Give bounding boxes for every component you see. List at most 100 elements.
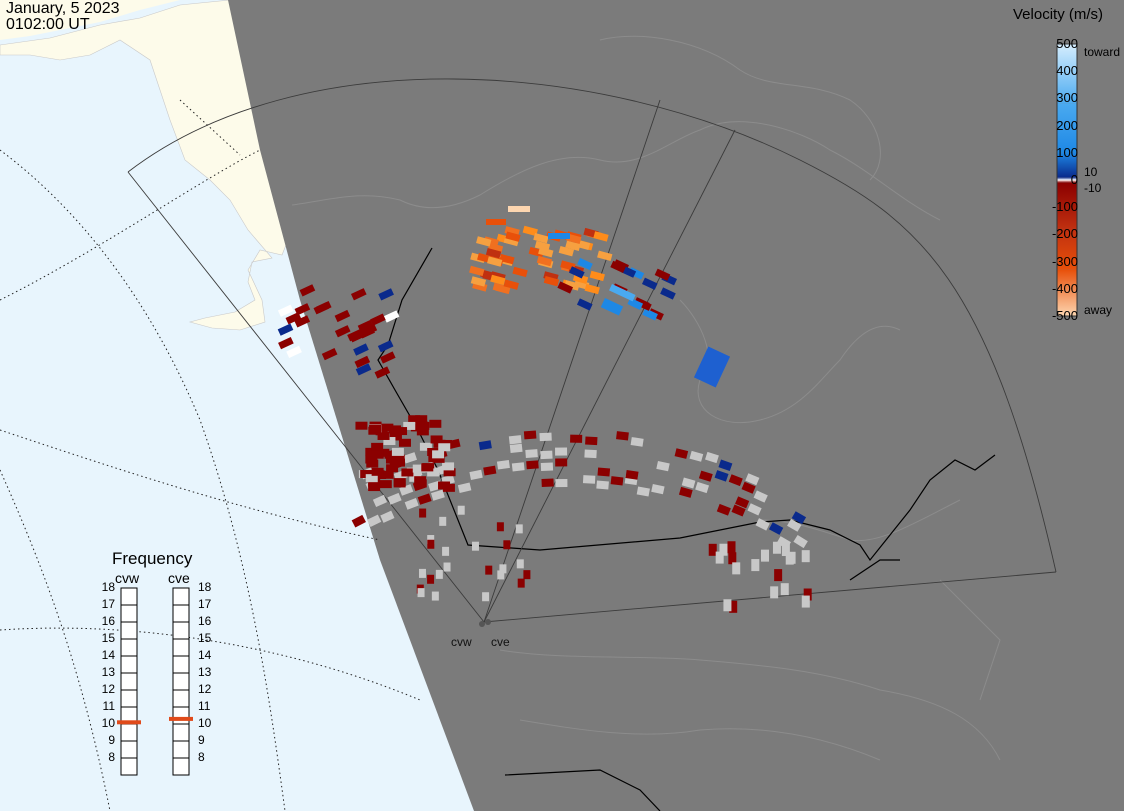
scatter-cell xyxy=(616,431,629,441)
scatter-cell xyxy=(630,437,644,447)
frequency-scale-label: 13 xyxy=(101,665,115,679)
radar-fov xyxy=(127,78,1057,623)
night-side xyxy=(228,0,1124,811)
scatter-cell xyxy=(442,546,450,556)
scatter-cell xyxy=(419,442,432,451)
scatter-cell xyxy=(570,434,583,443)
scatter-cell xyxy=(596,480,609,490)
frequency-cell xyxy=(120,757,138,776)
scatter-cell xyxy=(496,522,504,532)
scatter-cell xyxy=(404,498,419,510)
scatter-cell xyxy=(509,443,523,453)
frequency-scale-label: 14 xyxy=(198,648,212,662)
frequency-scale-label: 9 xyxy=(198,733,205,747)
scatter-cell xyxy=(636,486,650,497)
scatter-cell xyxy=(787,518,802,532)
scatter-cell xyxy=(357,319,374,333)
scatter-cell xyxy=(508,435,522,445)
scatter-cell xyxy=(313,302,330,315)
colorbar-tick-label: -200 xyxy=(1051,226,1078,242)
scatter-cells xyxy=(277,206,812,613)
scatter-cell xyxy=(386,464,399,473)
frequency-cell xyxy=(172,706,190,725)
scatter-cell xyxy=(429,419,442,428)
scatter-cell xyxy=(781,544,790,557)
colorbar-tick-label: 400 xyxy=(1056,63,1078,79)
scatter-cell xyxy=(791,511,807,525)
frequency-scale-label: 15 xyxy=(198,631,212,645)
scatter-cell xyxy=(377,431,390,440)
scatter-cell xyxy=(693,346,731,388)
radar-name-cve: cve xyxy=(168,570,190,586)
scatter-cell xyxy=(427,574,435,584)
colorbar-segment xyxy=(1057,177,1077,180)
scatter-cell xyxy=(780,583,789,596)
scatter-cell xyxy=(438,443,451,452)
scatter-cell xyxy=(415,415,428,424)
frequency-scale-label: 17 xyxy=(198,597,212,611)
scatter-cell xyxy=(277,323,294,336)
scatter-cell xyxy=(516,559,524,569)
scatter-cell xyxy=(361,323,378,337)
frequency-scale-label: 10 xyxy=(101,716,115,730)
scatter-cell xyxy=(689,450,704,462)
scatter-cell xyxy=(381,423,394,432)
scatter-cell xyxy=(277,304,294,317)
scatter-cell xyxy=(457,482,472,494)
scatter-cell xyxy=(334,325,351,338)
colorbar-segment xyxy=(1057,152,1077,178)
scatter-cell xyxy=(555,479,568,488)
scatter-cell xyxy=(353,343,369,356)
scatter-cell xyxy=(355,363,372,376)
frequency-cell xyxy=(120,672,138,691)
sunlit-land xyxy=(0,0,180,40)
frequency-cell xyxy=(120,723,138,742)
scatter-cell xyxy=(418,568,426,578)
scatter-cell xyxy=(772,541,781,554)
colorbar-tick-label: 200 xyxy=(1056,117,1078,133)
frequency-cell xyxy=(172,689,190,708)
scatter-cell xyxy=(735,496,750,509)
scatter-cell xyxy=(642,308,658,321)
scatter-cell xyxy=(499,253,515,265)
frequency-scale-label: 12 xyxy=(101,682,115,696)
scatter-cell xyxy=(698,470,713,482)
scatter-cell xyxy=(427,539,435,549)
scatter-cell xyxy=(443,562,451,572)
scatter-cell xyxy=(705,451,719,464)
scatter-cell xyxy=(294,303,311,316)
scatter-cell xyxy=(660,287,676,300)
frequency-cell xyxy=(172,672,190,691)
frequency-cell xyxy=(172,638,190,657)
scatter-cell xyxy=(681,477,696,489)
scatter-cell xyxy=(589,270,605,282)
scatter-cell xyxy=(430,435,443,444)
scatter-cell xyxy=(377,340,394,353)
scatter-cell xyxy=(525,449,538,458)
scatter-cell xyxy=(793,534,808,549)
scatter-cell xyxy=(371,467,384,476)
site-label-cve: cve xyxy=(491,635,510,649)
radar-site-marker xyxy=(485,619,491,625)
scatter-cell xyxy=(540,450,553,460)
scatter-cell xyxy=(674,448,689,459)
scatter-cell xyxy=(380,510,395,523)
scatter-cell xyxy=(476,236,492,247)
scatter-cell xyxy=(442,462,455,471)
scatter-cell xyxy=(548,233,570,239)
frequency-scale-label: 10 xyxy=(198,716,212,730)
scatter-cell xyxy=(577,257,593,271)
scatter-cell xyxy=(584,283,600,295)
scatter-cell xyxy=(582,475,596,484)
colorbar-tick-label: -100 xyxy=(1051,199,1078,215)
scatter-cell xyxy=(523,430,537,440)
site-label-cvw: cvw xyxy=(451,635,472,649)
scatter-cell xyxy=(719,543,728,556)
away-label: away xyxy=(1084,303,1113,317)
frequency-marker-cve xyxy=(169,716,193,721)
scatter-cell xyxy=(770,586,779,599)
scatter-cell xyxy=(610,476,624,486)
scatter-cell xyxy=(389,425,402,434)
scatter-cell xyxy=(367,514,382,527)
